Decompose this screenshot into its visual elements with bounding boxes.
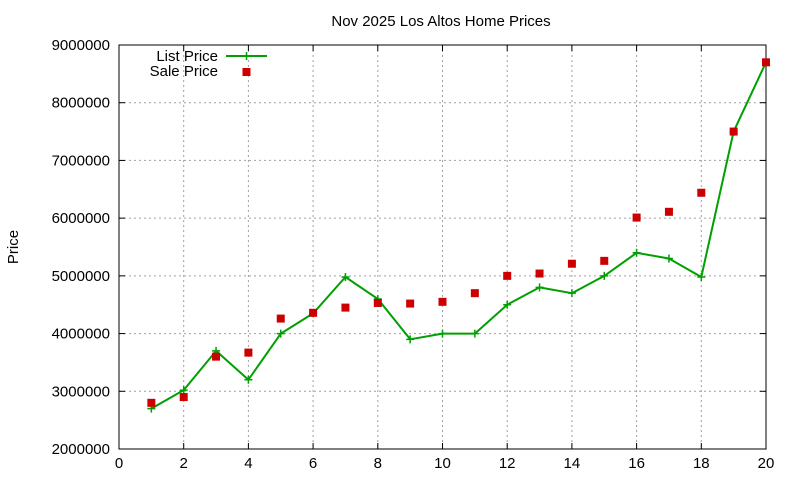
- list-price-point: [406, 335, 415, 344]
- sale-price-point: [535, 269, 544, 278]
- sale-price-point: [341, 303, 350, 312]
- x-tick-label: 18: [693, 455, 710, 472]
- y-tick-label: 6000000: [52, 210, 110, 227]
- x-tick-label: 8: [374, 455, 382, 472]
- x-tick-label: 4: [244, 455, 252, 472]
- y-axis-label: Price: [5, 230, 22, 264]
- list-price-point: [179, 386, 188, 395]
- x-tick-label: 0: [115, 455, 123, 472]
- list-price-point: [535, 283, 544, 292]
- axis-ticks: 0 2 4 6 8 10 12 14 16 18 20 2000000 3000000 4000000 50…: [52, 37, 775, 472]
- legend-marker-sale-price: [242, 68, 251, 76]
- sale-price-point: [600, 256, 609, 265]
- x-tick-label: 16: [628, 455, 645, 472]
- list-price-point: [697, 273, 706, 282]
- y-tick-label: 2000000: [52, 441, 110, 458]
- sale-price-point: [179, 393, 188, 402]
- sale-price-point: [212, 352, 221, 361]
- sale-price-point: [632, 213, 641, 222]
- sale-price-point: [697, 188, 706, 197]
- list-price-point: [341, 273, 350, 282]
- x-tick-label: 6: [309, 455, 317, 472]
- list-price-point: [470, 329, 479, 338]
- x-tick-label: 20: [758, 455, 775, 472]
- list-price-point: [503, 300, 512, 309]
- y-tick-label: 5000000: [52, 268, 110, 285]
- sale-price-point: [664, 207, 673, 216]
- sale-price-point: [567, 259, 576, 268]
- legend: List Price Sale Price: [150, 48, 267, 80]
- sale-price-point: [729, 127, 738, 136]
- sale-price-point: [309, 308, 318, 317]
- sale-price-point: [373, 298, 382, 307]
- sale-price-point: [438, 297, 447, 306]
- legend-label-list-price: List Price: [156, 48, 218, 65]
- y-tick-label: 4000000: [52, 326, 110, 343]
- legend-marker-list-price: [242, 52, 251, 60]
- legend-label-sale-price: Sale Price: [150, 63, 218, 80]
- list-price-point: [664, 254, 673, 263]
- grid: [119, 45, 766, 449]
- sale-price-point: [276, 314, 285, 323]
- series-layer: [147, 58, 770, 413]
- y-tick-label: 9000000: [52, 37, 110, 54]
- sale-price-point: [406, 299, 415, 308]
- list-price-point: [632, 248, 641, 257]
- sale-price-point: [244, 348, 253, 357]
- list-price-point: [600, 271, 609, 280]
- chart-title: Nov 2025 Los Altos Home Prices: [331, 13, 550, 30]
- list-price-point: [438, 329, 447, 338]
- list-price-point: [567, 289, 576, 298]
- x-tick-label: 14: [564, 455, 581, 472]
- x-tick-label: 10: [434, 455, 451, 472]
- sale-price-point: [470, 289, 479, 298]
- sale-price-point: [147, 398, 156, 407]
- y-tick-label: 7000000: [52, 152, 110, 169]
- series-line-list-price: [150, 61, 767, 410]
- y-tick-label: 3000000: [52, 383, 110, 400]
- x-tick-label: 2: [180, 455, 188, 472]
- sale-price-point: [503, 271, 512, 280]
- sale-price-point: [762, 58, 770, 67]
- list-price-point: [276, 329, 285, 338]
- list-price-point: [244, 375, 253, 384]
- x-tick-label: 12: [499, 455, 516, 472]
- y-tick-label: 8000000: [52, 95, 110, 112]
